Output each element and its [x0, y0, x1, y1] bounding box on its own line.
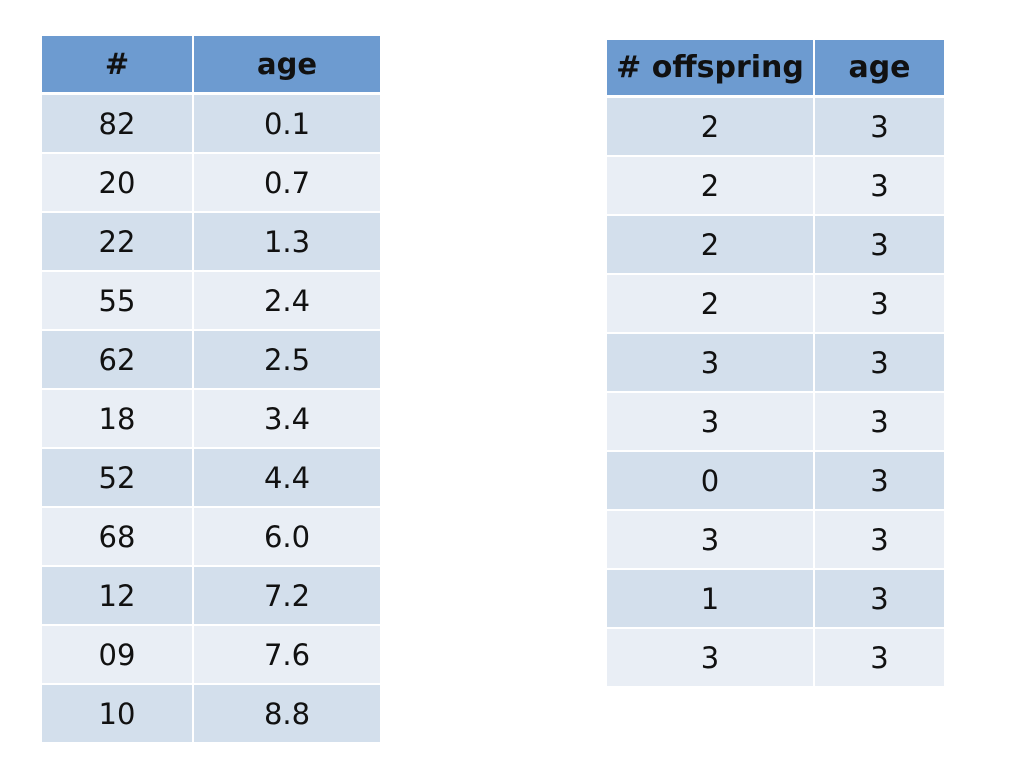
offspring-cell: 2: [607, 275, 815, 334]
age-cell: 3: [815, 393, 944, 452]
table-row: 82 0.1: [42, 95, 380, 154]
number-cell: 18: [42, 390, 194, 449]
number-cell: 62: [42, 331, 194, 390]
age-cell: 2.5: [194, 331, 380, 390]
table-row: 55 2.4: [42, 272, 380, 331]
number-cell: 22: [42, 213, 194, 272]
age-cell: 7.6: [194, 626, 380, 685]
header-row: # offspring age: [607, 40, 944, 98]
age-cell: 3.4: [194, 390, 380, 449]
age-table-body: 82 0.1 20 0.7 22 1.3 55 2.4 62 2.5 18 3.4 52 4.4 68 6.0…: [42, 95, 380, 744]
table-row: 12 7.2: [42, 567, 380, 626]
age-cell: 2.4: [194, 272, 380, 331]
age-cell: 3: [815, 157, 944, 216]
age-cell: 3: [815, 629, 944, 688]
number-cell: 20: [42, 154, 194, 213]
column-header-age: age: [194, 36, 380, 95]
offspring-cell: 0: [607, 452, 815, 511]
age-cell: 3: [815, 275, 944, 334]
offspring-cell: 3: [607, 334, 815, 393]
column-header-age: age: [815, 40, 944, 98]
age-cell: 3: [815, 570, 944, 629]
age-table: # age 82 0.1 20 0.7 22 1.3 55 2.4 62 2.5 18 3.4 52 4.…: [42, 36, 380, 744]
offspring-cell: 3: [607, 393, 815, 452]
age-cell: 4.4: [194, 449, 380, 508]
number-cell: 82: [42, 95, 194, 154]
age-cell: 3: [815, 216, 944, 275]
table-row: 52 4.4: [42, 449, 380, 508]
table-row: 10 8.8: [42, 685, 380, 744]
header-row: # age: [42, 36, 380, 95]
table-row: 09 7.6: [42, 626, 380, 685]
offspring-cell: 2: [607, 98, 815, 157]
age-cell: 3: [815, 334, 944, 393]
offspring-cell: 2: [607, 157, 815, 216]
table-row: 62 2.5: [42, 331, 380, 390]
age-cell: 0.1: [194, 95, 380, 154]
table-row: 18 3.4: [42, 390, 380, 449]
number-cell: 09: [42, 626, 194, 685]
number-cell: 55: [42, 272, 194, 331]
age-cell: 6.0: [194, 508, 380, 567]
number-cell: 10: [42, 685, 194, 744]
age-cell: 8.8: [194, 685, 380, 744]
column-header-offspring: # offspring: [607, 40, 815, 98]
age-cell: 1.3: [194, 213, 380, 272]
table-row: 68 6.0: [42, 508, 380, 567]
offspring-cell: 1: [607, 570, 815, 629]
table-row: 22 1.3: [42, 213, 380, 272]
age-cell: 7.2: [194, 567, 380, 626]
column-header-number: #: [42, 36, 194, 95]
age-cell: 3: [815, 452, 944, 511]
offspring-cell: 2: [607, 216, 815, 275]
offspring-cell: 3: [607, 511, 815, 570]
offspring-cell: 3: [607, 629, 815, 688]
number-cell: 12: [42, 567, 194, 626]
age-cell: 0.7: [194, 154, 380, 213]
table-row: 20 0.7: [42, 154, 380, 213]
age-cell: 3: [815, 511, 944, 570]
number-cell: 52: [42, 449, 194, 508]
number-cell: 68: [42, 508, 194, 567]
age-cell: 3: [815, 98, 944, 157]
